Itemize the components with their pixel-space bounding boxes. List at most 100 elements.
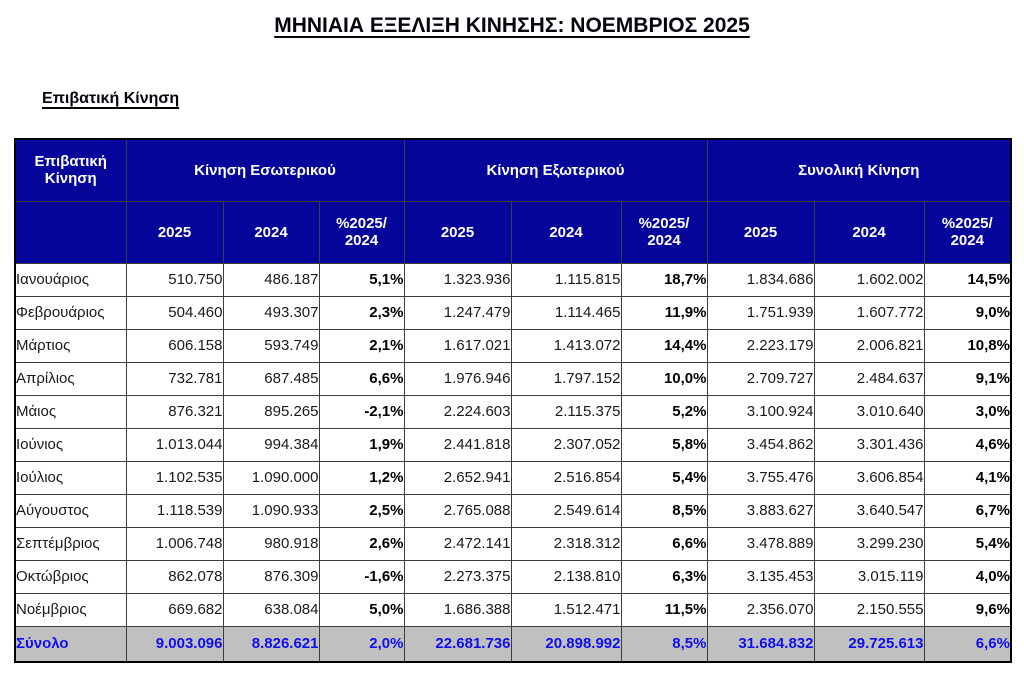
pct-header-total: %2025/ 2024 bbox=[923, 200, 1012, 264]
total-pct-cell: 9,6% bbox=[923, 592, 1012, 627]
international-2024-cell: 1.413.072 bbox=[510, 328, 622, 363]
domestic-pct-cell: 1,9% bbox=[318, 427, 405, 462]
domestic-pct-cell: 2,3% bbox=[318, 295, 405, 330]
domestic-2024-cell: 980.918 bbox=[222, 526, 320, 561]
total-pct-cell: 4,1% bbox=[923, 460, 1012, 495]
domestic-pct-cell: -1,6% bbox=[318, 559, 405, 594]
total-2025-cell: 3.100.924 bbox=[706, 394, 815, 429]
month-cell: Ιούλιος bbox=[14, 460, 127, 495]
domestic-2024-cell: 1.090.000 bbox=[222, 460, 320, 495]
domestic-2024-cell: 638.084 bbox=[222, 592, 320, 627]
domestic-pct-cell: 5,1% bbox=[318, 262, 405, 297]
domestic-2024-cell: 994.384 bbox=[222, 427, 320, 462]
domestic-pct-cell: 2,1% bbox=[318, 328, 405, 363]
total-2025-cell: 2.223.179 bbox=[706, 328, 815, 363]
month-cell: Οκτώβριος bbox=[14, 559, 127, 594]
international-2024-cell: 2.307.052 bbox=[510, 427, 622, 462]
total-2025-cell: 3.883.627 bbox=[706, 493, 815, 528]
pct-header-international: %2025/ 2024 bbox=[620, 200, 708, 264]
international-2024-cell: 2.138.810 bbox=[510, 559, 622, 594]
total-pct-cell: 5,4% bbox=[923, 526, 1012, 561]
total-2025-cell: 3.135.453 bbox=[706, 559, 815, 594]
total-2024-cell: 1.607.772 bbox=[813, 295, 925, 330]
total-2025-cell: 3.755.476 bbox=[706, 460, 815, 495]
table-row: Σεπτέμβριος 1.006.748 980.918 2,6% 2.472… bbox=[14, 526, 1012, 561]
domestic-2024-cell: 593.749 bbox=[222, 328, 320, 363]
table-header-group-row: Επιβατική Κίνηση Κίνηση Εσωτερικού Κίνησ… bbox=[14, 138, 1012, 202]
total-2024-cell: 3.301.436 bbox=[813, 427, 925, 462]
domestic-2025-cell: 1.006.748 bbox=[125, 526, 224, 561]
domestic-pct-cell: -2,1% bbox=[318, 394, 405, 429]
total-pct-cell: 9,1% bbox=[923, 361, 1012, 396]
international-2025-cell: 2.273.375 bbox=[403, 559, 512, 594]
total-2025-cell: 2.356.070 bbox=[706, 592, 815, 627]
international-pct-cell: 5,8% bbox=[620, 427, 708, 462]
domestic-2024-cell: 687.485 bbox=[222, 361, 320, 396]
domestic-2024-cell: 493.307 bbox=[222, 295, 320, 330]
domestic-pct-cell: 2,6% bbox=[318, 526, 405, 561]
total-2025-cell: 31.684.832 bbox=[706, 625, 815, 663]
section-subtitle: Επιβατική Κίνηση bbox=[42, 90, 180, 107]
total-2025-cell: 3.454.862 bbox=[706, 427, 815, 462]
total-2024-cell: 3.015.119 bbox=[813, 559, 925, 594]
international-pct-cell: 6,6% bbox=[620, 526, 708, 561]
international-pct-cell: 10,0% bbox=[620, 361, 708, 396]
international-2025-cell: 22.681.736 bbox=[403, 625, 512, 663]
month-cell: Αύγουστος bbox=[14, 493, 127, 528]
domestic-2024-cell: 8.826.621 bbox=[222, 625, 320, 663]
domestic-2025-cell: 510.750 bbox=[125, 262, 224, 297]
international-2024-cell: 20.898.992 bbox=[510, 625, 622, 663]
month-cell: Σεπτέμβριος bbox=[14, 526, 127, 561]
international-pct-cell: 8,5% bbox=[620, 625, 708, 663]
group-header-total: Συνολική Κίνηση bbox=[706, 138, 1012, 202]
international-2024-cell: 2.115.375 bbox=[510, 394, 622, 429]
international-2025-cell: 1.247.479 bbox=[403, 295, 512, 330]
international-2024-cell: 1.512.471 bbox=[510, 592, 622, 627]
total-2024-cell: 3.010.640 bbox=[813, 394, 925, 429]
domestic-2024-cell: 876.309 bbox=[222, 559, 320, 594]
international-2024-cell: 1.114.465 bbox=[510, 295, 622, 330]
table-row: Ιανουάριος 510.750 486.187 5,1% 1.323.93… bbox=[14, 262, 1012, 297]
corner-header: Επιβατική Κίνηση bbox=[14, 138, 127, 202]
international-2025-cell: 2.472.141 bbox=[403, 526, 512, 561]
domestic-pct-cell: 5,0% bbox=[318, 592, 405, 627]
total-2024-cell: 2.150.555 bbox=[813, 592, 925, 627]
year-header-international-2025: 2025 bbox=[403, 200, 512, 264]
year-header-domestic-2024: 2024 bbox=[222, 200, 320, 264]
table-row: Ιούλιος 1.102.535 1.090.000 1,2% 2.652.9… bbox=[14, 460, 1012, 495]
table-row: Μάιος 876.321 895.265 -2,1% 2.224.603 2.… bbox=[14, 394, 1012, 429]
international-2025-cell: 1.323.936 bbox=[403, 262, 512, 297]
international-pct-cell: 5,2% bbox=[620, 394, 708, 429]
table-row: Οκτώβριος 862.078 876.309 -1,6% 2.273.37… bbox=[14, 559, 1012, 594]
table-row: Νοέμβριος 669.682 638.084 5,0% 1.686.388… bbox=[14, 592, 1012, 627]
total-2025-cell: 3.478.889 bbox=[706, 526, 815, 561]
total-pct-cell: 6,7% bbox=[923, 493, 1012, 528]
international-pct-cell: 5,4% bbox=[620, 460, 708, 495]
international-2025-cell: 2.224.603 bbox=[403, 394, 512, 429]
month-cell: Νοέμβριος bbox=[14, 592, 127, 627]
total-pct-cell: 14,5% bbox=[923, 262, 1012, 297]
domestic-2025-cell: 1.118.539 bbox=[125, 493, 224, 528]
international-pct-cell: 6,3% bbox=[620, 559, 708, 594]
table-header-year-row: 2025 2024 %2025/ 2024 2025 2024 %2025/ 2… bbox=[14, 200, 1012, 264]
international-2024-cell: 2.549.614 bbox=[510, 493, 622, 528]
total-2025-cell: 1.751.939 bbox=[706, 295, 815, 330]
international-pct-cell: 18,7% bbox=[620, 262, 708, 297]
year-header-total-2025: 2025 bbox=[706, 200, 815, 264]
month-cell: Ιούνιος bbox=[14, 427, 127, 462]
table-body: Ιανουάριος 510.750 486.187 5,1% 1.323.93… bbox=[14, 262, 1012, 663]
table-row: Ιούνιος 1.013.044 994.384 1,9% 2.441.818… bbox=[14, 427, 1012, 462]
domestic-2025-cell: 732.781 bbox=[125, 361, 224, 396]
corner-header-empty bbox=[14, 200, 127, 264]
month-cell: Σύνολο bbox=[14, 625, 127, 663]
total-2024-cell: 2.006.821 bbox=[813, 328, 925, 363]
table-row: Μάρτιος 606.158 593.749 2,1% 1.617.021 1… bbox=[14, 328, 1012, 363]
total-pct-cell: 3,0% bbox=[923, 394, 1012, 429]
domestic-2025-cell: 669.682 bbox=[125, 592, 224, 627]
international-2024-cell: 2.318.312 bbox=[510, 526, 622, 561]
international-2024-cell: 2.516.854 bbox=[510, 460, 622, 495]
total-pct-cell: 9,0% bbox=[923, 295, 1012, 330]
page-title: ΜΗΝΙΑΙΑ ΕΞΕΛΙΞΗ ΚΙΝΗΣΗΣ: ΝΟΕΜΒΡΙΟΣ 2025 bbox=[0, 14, 1024, 38]
international-pct-cell: 11,9% bbox=[620, 295, 708, 330]
total-2024-cell: 1.602.002 bbox=[813, 262, 925, 297]
